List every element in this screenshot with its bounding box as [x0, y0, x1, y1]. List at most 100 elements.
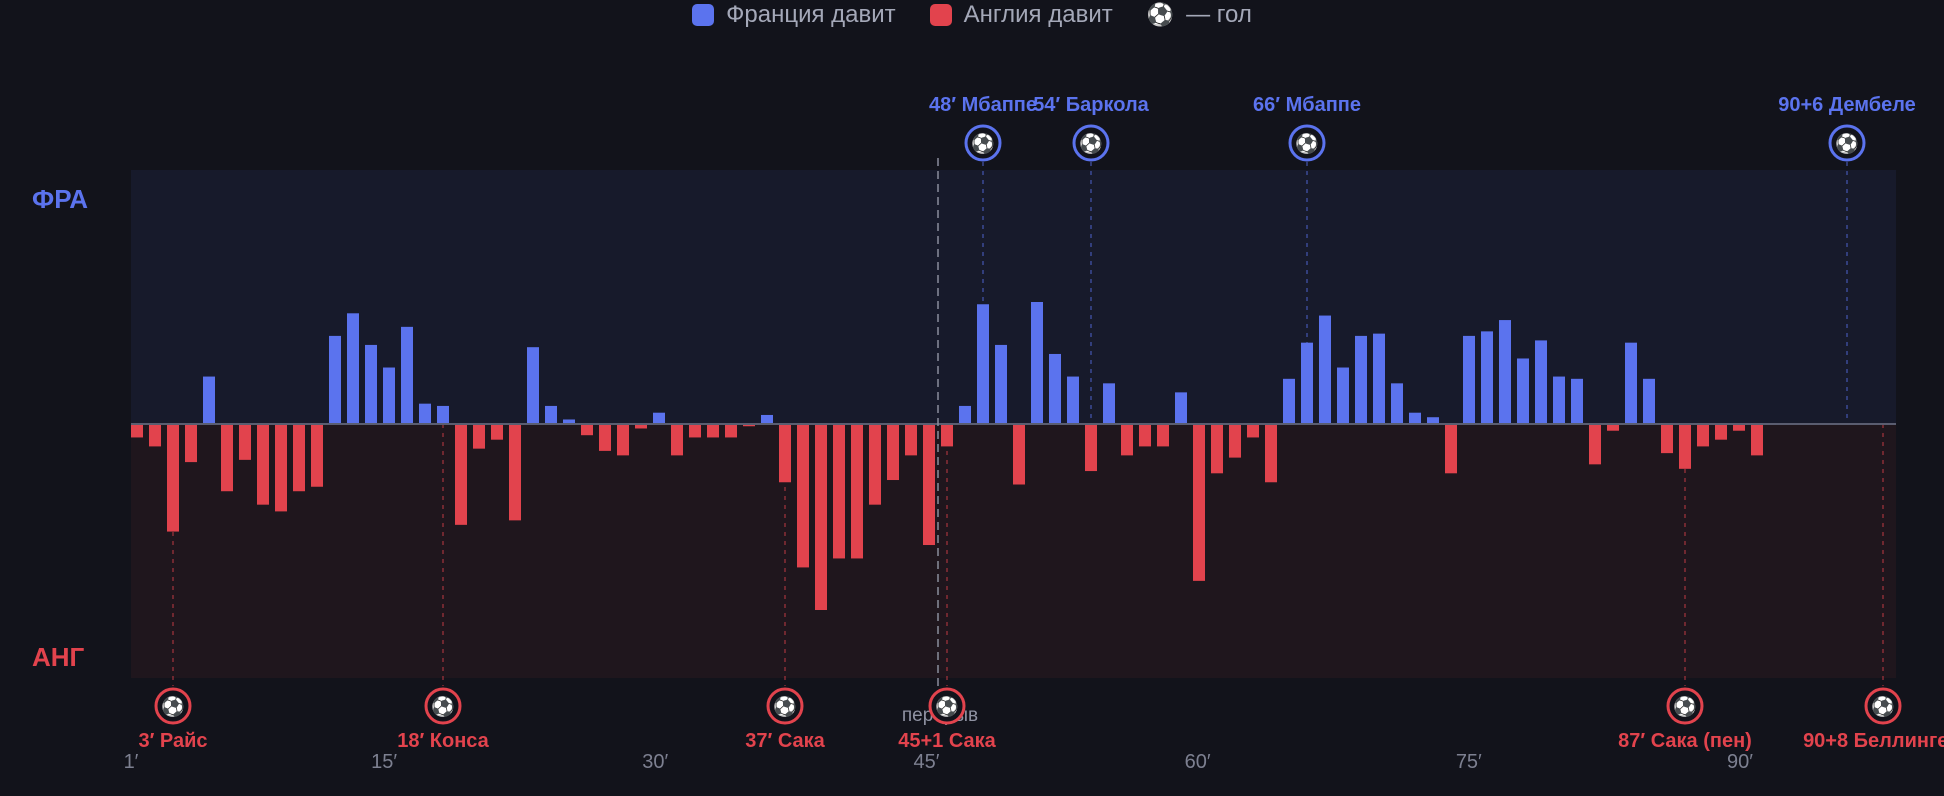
x-tick-label: 15′ — [371, 751, 397, 773]
bar-england — [905, 424, 917, 456]
bar-france — [1553, 376, 1565, 424]
bar-england — [275, 424, 287, 512]
bar-france — [1175, 392, 1187, 424]
legend-item-france: Франция давит — [692, 1, 896, 29]
goal-ring — [1666, 687, 1704, 725]
bar-england — [1157, 424, 1169, 447]
bar-france — [563, 419, 575, 424]
soccer-ball-icon: ⚽ — [772, 695, 797, 718]
goal-ring — [964, 124, 1002, 162]
soccer-ball-icon: ⚽ — [934, 695, 959, 718]
bar-england — [689, 424, 701, 438]
bar-england — [221, 424, 233, 492]
bar-france — [545, 405, 557, 424]
bar-france — [437, 405, 449, 424]
x-tick-label: 1′ — [124, 751, 139, 773]
bar-england — [239, 424, 251, 460]
bar-england — [257, 424, 269, 505]
goal-ring — [1288, 124, 1326, 162]
bar-france — [1301, 342, 1313, 424]
goal-label: 66′ Мбаппе — [1253, 94, 1361, 116]
goal-ring — [1828, 124, 1866, 162]
bar-france — [1355, 335, 1367, 424]
bar-england — [779, 424, 791, 483]
goal-marker-england: ⚽ 45+1 Сака — [898, 687, 997, 752]
goal-marker-england: ⚽ 37′ Сака — [745, 687, 826, 752]
goal-label: 48′ Мбаппе — [929, 94, 1037, 116]
bar-england — [455, 424, 467, 525]
bar-england — [635, 424, 647, 429]
bar-france — [1643, 378, 1655, 424]
bar-england — [509, 424, 521, 521]
bar-england — [1589, 424, 1601, 465]
soccer-ball-icon: ⚽ — [1078, 132, 1103, 155]
bar-england — [491, 424, 503, 440]
bar-england — [617, 424, 629, 456]
legend-swatch-england — [929, 4, 952, 26]
bar-england — [941, 424, 953, 447]
x-tick-label: 45′ — [913, 751, 939, 773]
goal-label: 90+8 Беллингем — [1803, 730, 1944, 752]
goal-ring — [766, 687, 804, 725]
bar-england — [473, 424, 485, 449]
soccer-ball-icon: ⚽ — [160, 695, 185, 718]
legend-label-france: Франция давит — [726, 1, 896, 28]
bar-france — [1481, 331, 1493, 424]
bar-france — [1049, 353, 1061, 424]
bar-france — [419, 403, 431, 424]
bar-england — [1733, 424, 1745, 431]
team-label-england: АНГ — [32, 642, 85, 672]
bar-england — [851, 424, 863, 559]
bar-france — [1337, 367, 1349, 424]
legend-item-goal: ⚽ — гол — [1147, 1, 1252, 29]
legend-swatch-france — [692, 4, 715, 26]
goal-marker-france: ⚽ 48′ Мбаппе — [929, 94, 1037, 162]
x-tick-label: 90′ — [1727, 751, 1753, 773]
bar-france — [365, 344, 377, 424]
bar-france — [203, 376, 215, 424]
bar-england — [707, 424, 719, 438]
goal-label: 54′ Баркола — [1033, 94, 1149, 116]
bar-france — [347, 313, 359, 424]
bar-england — [1697, 424, 1709, 447]
bar-england — [581, 424, 593, 436]
soccer-ball-icon: ⚽ — [1294, 132, 1319, 155]
bar-england — [1679, 424, 1691, 469]
bar-england — [1607, 424, 1619, 431]
bar-france — [1373, 333, 1385, 424]
bar-england — [725, 424, 737, 438]
bar-england — [149, 424, 161, 447]
goal-ring — [424, 687, 462, 725]
bar-france — [383, 367, 395, 424]
x-tick-label: 30′ — [642, 751, 668, 773]
goal-marker-england: ⚽ 18′ Конса — [397, 687, 490, 752]
goal-label: 18′ Конса — [397, 730, 489, 752]
bar-england — [887, 424, 899, 481]
soccer-ball-icon: ⚽ — [1672, 695, 1697, 718]
bar-england — [167, 424, 179, 532]
goal-ring — [1864, 687, 1902, 725]
goal-label: 90+6 Дембеле — [1778, 94, 1916, 116]
goal-label: 87′ Сака (пен) — [1618, 730, 1752, 752]
bar-france — [1103, 383, 1115, 424]
bar-england — [1229, 424, 1241, 458]
goal-marker-france: ⚽ 54′ Баркола — [1033, 94, 1150, 162]
goal-label: 3′ Райс — [138, 730, 207, 752]
bar-england — [1193, 424, 1205, 581]
bar-france — [1067, 376, 1079, 424]
bar-england — [815, 424, 827, 610]
goal-marker-france: ⚽ 90+6 Дембеле — [1778, 94, 1916, 162]
bar-france — [1409, 412, 1421, 424]
bar-england — [797, 424, 809, 568]
france-zone — [131, 170, 1896, 424]
bar-england — [1265, 424, 1277, 483]
bar-france — [527, 347, 539, 424]
bar-england — [869, 424, 881, 505]
goal-ring — [1072, 124, 1110, 162]
bar-france — [1535, 340, 1547, 424]
goal-ring — [154, 687, 192, 725]
soccer-ball-icon: ⚽ — [430, 695, 455, 718]
bar-england — [599, 424, 611, 451]
bar-england — [833, 424, 845, 559]
